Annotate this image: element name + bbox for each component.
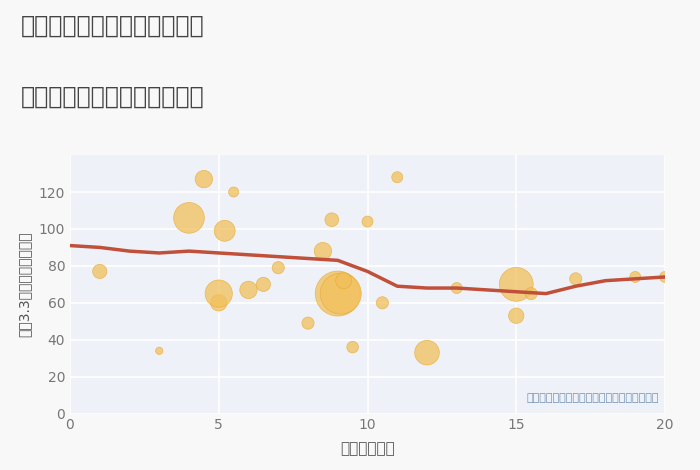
Point [347,344,358,351]
Point [377,299,388,306]
Point [219,227,230,235]
Point [228,188,239,196]
Point [154,347,165,354]
Point [570,275,581,282]
Point [362,218,373,225]
Point [213,299,224,306]
Text: 神奈川県横須賀市衣笠栄町の: 神奈川県横須賀市衣笠栄町の [21,14,204,38]
Point [198,175,209,183]
Point [630,273,641,281]
Point [511,312,522,320]
Point [326,216,337,223]
Text: 駅距離別中古マンション価格: 駅距離別中古マンション価格 [21,85,204,109]
Point [421,349,433,356]
Point [332,290,343,298]
Point [183,214,195,222]
Point [335,290,346,298]
Point [526,290,537,298]
Point [258,281,269,288]
Point [302,320,314,327]
Point [451,284,462,292]
X-axis label: 駅距離（分）: 駅距離（分） [340,441,395,456]
Point [392,173,403,181]
Point [213,290,224,298]
Point [317,247,328,255]
Text: 円の大きさは、取引のあった物件面積を示す: 円の大きさは、取引のあった物件面積を示す [526,393,659,403]
Point [243,286,254,294]
Point [511,281,522,288]
Point [273,264,284,272]
Point [659,273,671,281]
Point [94,267,105,275]
Y-axis label: 坪（3.3㎡）単価（万円）: 坪（3.3㎡）単価（万円） [18,232,32,337]
Point [338,277,349,284]
